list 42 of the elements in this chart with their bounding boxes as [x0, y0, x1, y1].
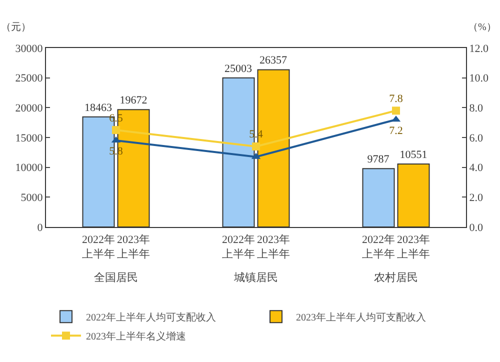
- legend-label: 2023年上半年人均可支配收入: [296, 312, 426, 324]
- text: 2023年上半年: [257, 234, 290, 260]
- x-tick-label: 城镇居民: [233, 271, 278, 284]
- data-label: 7.8: [389, 92, 404, 105]
- data-label: 9787: [367, 154, 390, 166]
- point: [392, 106, 400, 115]
- y2-tick-label: 10.0: [469, 72, 489, 85]
- y-tick-label: 30000: [15, 42, 44, 55]
- x-tick-label: 全国居民: [94, 272, 138, 284]
- data-label: 18463: [84, 102, 112, 114]
- legend-label: 2022年上半年人均可支配收入: [86, 312, 216, 324]
- y-tick-label: 0: [37, 222, 44, 234]
- y2-axis-title: （%）: [468, 22, 496, 33]
- y2-tick-label: 6.0: [469, 132, 484, 144]
- data-label: 19672: [120, 94, 148, 107]
- y2-tick-label: 8.0: [469, 102, 484, 115]
- data-label: 26357: [260, 54, 288, 67]
- y-tick-label: 25000: [15, 72, 44, 85]
- data-label: 10551: [400, 149, 428, 162]
- text: 2023年上半年: [397, 234, 430, 260]
- y2-tick-label: 4.0: [469, 162, 484, 174]
- data-label: 6.5: [109, 112, 124, 124]
- data-label: 5.4: [249, 128, 264, 141]
- data-label: 25003: [224, 62, 252, 75]
- y2-tick-label: 0.0: [469, 222, 484, 234]
- text: 2023年上半年: [117, 234, 150, 260]
- x-tick-label: 农村居民: [374, 271, 418, 284]
- y2-tick-label: 2.0: [469, 192, 484, 204]
- y-tick-label: 5000: [20, 192, 44, 204]
- text: 2022年上半年: [82, 234, 115, 260]
- legend-label: 2023年上半年名义增速: [86, 330, 186, 343]
- data-label: 7.2: [389, 124, 403, 137]
- y-axis-title: （元）: [1, 22, 31, 33]
- text: 2022年上半年: [222, 234, 255, 260]
- y-tick-label: 15000: [15, 132, 44, 144]
- y2-tick-label: 12.0: [469, 42, 489, 55]
- text: 2022年上半年: [362, 234, 395, 260]
- y-tick-label: 10000: [15, 162, 44, 174]
- y-tick-label: 20000: [15, 102, 44, 115]
- point: [252, 142, 260, 150]
- data-label: 5.8: [109, 146, 124, 158]
- point: [112, 126, 120, 134]
